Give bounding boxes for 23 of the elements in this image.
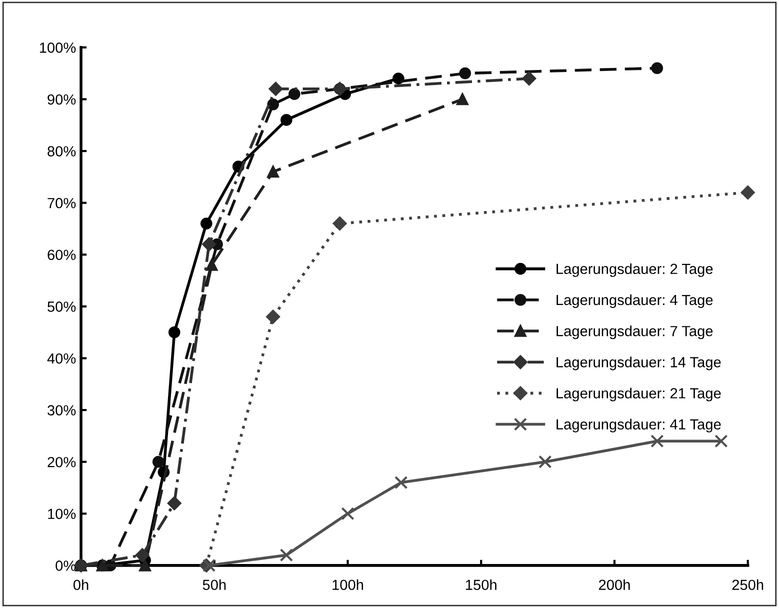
- y-tick-label: 40%: [47, 353, 76, 364]
- y-tick-label: 100%: [40, 42, 76, 53]
- legend-label: Lagerungsdauer: 7 Tage: [556, 326, 713, 340]
- x-tick-label: 250h: [732, 579, 764, 590]
- y-tick-label: 20%: [48, 456, 76, 468]
- y-tick-label: 80%: [48, 146, 76, 156]
- y-tick-label: 60%: [48, 250, 76, 260]
- legend-label: Lagerungsdauer: 21 Tage: [556, 388, 721, 402]
- x-tick-label: 50h: [202, 579, 226, 590]
- y-tick-label: 70%: [48, 198, 76, 208]
- y-tick-label: 50%: [48, 302, 76, 312]
- x-tick-label: 0h: [73, 579, 88, 590]
- x-tick-label: 100h: [332, 579, 364, 590]
- y-tick-label: 90%: [48, 94, 76, 105]
- x-tick-label: 150h: [466, 579, 496, 590]
- legend-label: Lagerungsdauer: 14 Tage: [556, 356, 721, 370]
- y-tick-label: 10%: [48, 508, 76, 520]
- x-tick-label: 200h: [598, 579, 630, 590]
- y-tick-label: 0%: [56, 560, 76, 571]
- legend-label: Lagerungsdauer: 4 Tage: [556, 294, 713, 308]
- y-tick-label: 30%: [48, 405, 76, 416]
- legend-label: Lagerungsdauer: 2 Tage: [556, 263, 713, 277]
- legend-label: Lagerungsdauer: 41 Tage: [556, 418, 721, 432]
